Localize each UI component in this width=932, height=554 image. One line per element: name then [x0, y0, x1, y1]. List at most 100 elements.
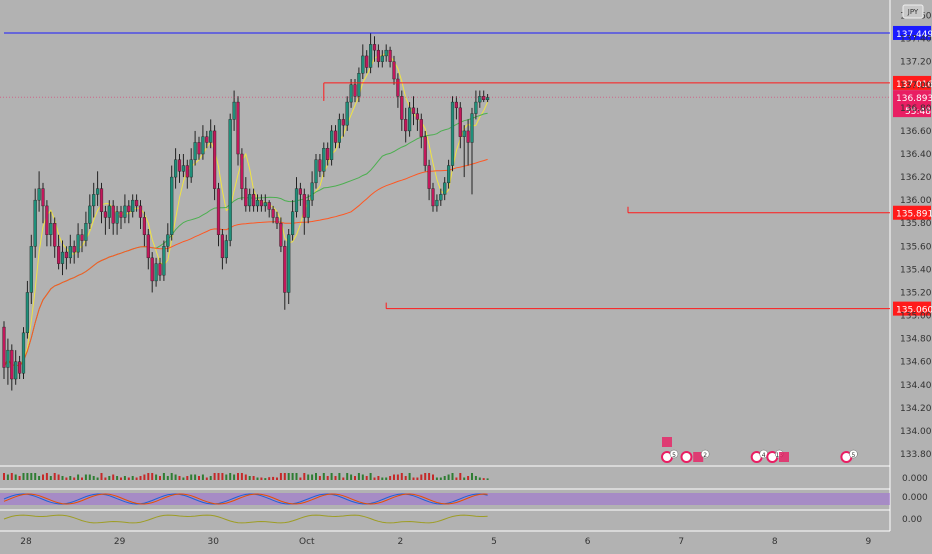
price-tick-label: 136.400 [900, 150, 932, 160]
indicator-panes: 0.000 0.000 0.00 [0, 473, 928, 525]
candle-body [349, 84, 353, 103]
candle-body [482, 96, 486, 100]
candle-body [127, 205, 131, 212]
candle-body [220, 234, 224, 259]
histogram-bar [201, 474, 204, 480]
flag-event-icon[interactable] [693, 452, 704, 462]
price-tick-label: 136.200 [900, 173, 932, 183]
event-count-badge [669, 449, 679, 459]
histogram-bar [205, 477, 208, 480]
candle-body [142, 217, 146, 235]
histogram-bar [354, 476, 356, 480]
currency-badge[interactable]: JPY [902, 4, 924, 19]
currency-badge-box[interactable] [902, 4, 924, 19]
flag-event-icon[interactable] [662, 437, 672, 447]
candle-body [41, 188, 45, 207]
candle-body [181, 165, 185, 172]
histogram-bar [198, 476, 200, 480]
candle-body [84, 223, 88, 241]
candle-body [443, 182, 447, 195]
histogram-bar [377, 476, 380, 480]
histogram-value-label: 0.000 [902, 474, 928, 484]
histogram-bar [61, 476, 64, 480]
candle-body [251, 194, 256, 207]
price-level-tag[interactable] [893, 25, 931, 40]
candle-body [454, 101, 458, 109]
price-tick-label: 137.200 [900, 58, 932, 68]
candle-body [361, 55, 365, 74]
price-tick-label: 135.800 [900, 219, 932, 229]
price-level-tag[interactable] [893, 75, 931, 90]
last-price-tag[interactable] [893, 90, 931, 118]
histogram-bar [229, 473, 232, 480]
candle-body [103, 211, 107, 218]
histogram-bar [65, 477, 68, 480]
price-level-tag[interactable] [893, 301, 931, 316]
histogram-bar [127, 477, 130, 480]
histogram-bar [88, 474, 91, 480]
histogram-bar [57, 474, 60, 480]
histogram-bar [416, 477, 419, 480]
candle-body [302, 194, 306, 218]
candle-body [310, 182, 314, 201]
candle-body [72, 246, 76, 253]
histogram-bar [268, 477, 271, 480]
event-count-label: 2 [703, 452, 707, 459]
candle-body [431, 188, 435, 207]
histogram-bar [22, 473, 25, 480]
histogram-bar [73, 477, 76, 480]
candle-body [131, 199, 135, 212]
price-tick-label: 137.000 [900, 81, 932, 91]
histogram-bar [447, 474, 450, 480]
histogram-bar [190, 474, 193, 480]
event-markers[interactable]: 524135 [661, 437, 858, 463]
price-tick-label: 134.800 [900, 335, 932, 345]
candle-body [111, 205, 115, 224]
candle-body [57, 246, 61, 264]
dot-event-icon[interactable] [680, 451, 693, 463]
candle-body [384, 49, 388, 57]
histogram-bar [178, 476, 181, 480]
price-tick-label: 133.800 [900, 450, 932, 460]
histogram-bar [291, 473, 294, 480]
candle-body [49, 223, 53, 235]
histogram-bar [77, 474, 80, 480]
candle-body [294, 188, 299, 212]
histogram-bar [342, 477, 345, 480]
candle-body [193, 142, 197, 160]
candle-body [150, 257, 154, 282]
histogram-bar [112, 474, 115, 480]
price-tick-label: 135.000 [900, 312, 932, 322]
histogram-bar [303, 473, 306, 480]
histogram-bar [276, 477, 278, 480]
last-price-label: 136.893 [896, 94, 932, 104]
candle-body [423, 136, 427, 166]
histogram-bar [474, 476, 477, 480]
histogram-bar [248, 476, 251, 480]
flag-event-icon[interactable] [779, 452, 789, 462]
time-tick-label: 5 [491, 537, 497, 547]
histogram-bar [307, 474, 310, 480]
candle-body [170, 176, 174, 235]
histogram-bar [209, 476, 212, 480]
histogram-bar [221, 473, 224, 480]
candle-body [357, 73, 361, 97]
candle-body [408, 107, 412, 132]
time-tick-label: 6 [585, 537, 591, 547]
candle-body [415, 113, 419, 120]
price-level-tag[interactable] [893, 205, 931, 220]
histogram-bar [260, 477, 263, 480]
histogram-bar [166, 476, 169, 480]
histogram-bar [3, 473, 5, 480]
histogram-bar [365, 476, 368, 480]
candle-body [10, 349, 14, 380]
candle-body [29, 246, 33, 293]
candle-body [271, 209, 275, 218]
histogram-bar [439, 477, 442, 480]
event-count-label: 5 [672, 452, 676, 459]
time-axis[interactable]: 28 29 30 Oct 2 5 6 7 8 9 [20, 537, 871, 547]
candle-body [345, 101, 349, 126]
candle-body [236, 101, 240, 155]
